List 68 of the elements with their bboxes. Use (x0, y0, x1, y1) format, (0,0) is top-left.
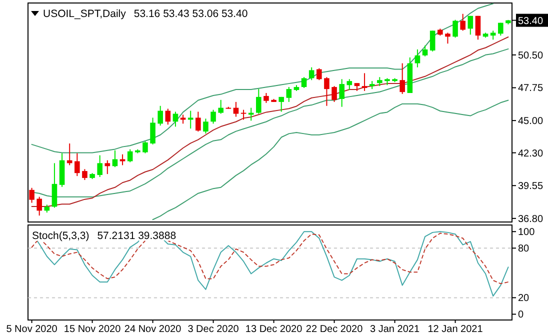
candlestick (460, 13, 466, 32)
candlestick (301, 76, 307, 88)
candlestick (218, 99, 224, 114)
candlestick (452, 19, 458, 38)
candlestick (112, 150, 118, 168)
y-tick-label: 80 (518, 244, 530, 255)
candlestick (104, 160, 110, 175)
candlestick (36, 196, 42, 216)
y-tick-label: 20 (518, 293, 530, 304)
candlestick (430, 30, 436, 52)
y-tick-label: 100 (518, 227, 536, 238)
candlestick (324, 76, 330, 106)
candlestick (233, 101, 239, 118)
text: USOIL_SPT,Daily (43, 8, 126, 20)
line-series (152, 100, 509, 220)
candlestick (210, 109, 216, 124)
candlestick (498, 22, 504, 36)
y-tick-label: 50.50 (518, 50, 544, 62)
y-tick-label: 36.80 (518, 214, 544, 225)
y-tick-label: 39.55 (518, 181, 544, 192)
candlestick (82, 168, 88, 180)
x-tick-label: 5 Nov 2020 (6, 324, 58, 335)
candlestick (150, 117, 156, 145)
x-tick-label: 3 Dec 2020 (188, 324, 240, 335)
candlestick (142, 140, 148, 154)
candlestick (158, 105, 163, 126)
candlestick (278, 96, 284, 112)
candlestick (165, 108, 171, 126)
y-tick-label: 45.00 (518, 116, 544, 128)
candlestick (74, 152, 80, 177)
candlestick (414, 48, 420, 68)
candlestick (332, 86, 337, 102)
y-tick-label: 0 (518, 310, 524, 321)
candlestick (362, 72, 368, 92)
y-tick-label: 53.40 (518, 16, 544, 27)
candlestick (308, 66, 314, 81)
candlestick (475, 15, 481, 40)
candlestick (196, 111, 201, 132)
x-tick-label: 24 Nov 2020 (124, 324, 182, 335)
line-series (31, 3, 494, 154)
candlestick (256, 88, 262, 114)
x-tick-label: 3 Jan 2021 (370, 324, 420, 335)
candlestick (97, 154, 102, 178)
candlestick (445, 32, 450, 44)
candlestick (339, 78, 344, 108)
candlestick (264, 92, 269, 104)
candlestick (29, 187, 34, 204)
candlestick (346, 78, 352, 91)
candlestick (188, 110, 194, 130)
text: 53.16 53.43 53.06 53.40 (134, 8, 248, 20)
x-tick-label: 13 Dec 2020 (245, 324, 303, 335)
candlestick (422, 44, 428, 57)
candlestick (286, 86, 292, 102)
x-tick-label: 15 Nov 2020 (64, 324, 122, 335)
candlestick (120, 154, 126, 166)
candlestick (127, 148, 133, 163)
y-tick-label: 47.75 (518, 83, 544, 94)
candlestick (316, 68, 322, 81)
candlestick (203, 118, 208, 134)
candlestick (52, 162, 58, 208)
candlestick (468, 15, 474, 36)
x-tick-label: 22 Dec 2020 (306, 324, 364, 335)
line-series (31, 232, 509, 284)
candlestick (240, 109, 246, 120)
candlestick (172, 111, 178, 128)
candlestick (400, 62, 405, 94)
y-tick-label: 42.30 (518, 148, 544, 160)
x-tick-label: 12 Jan 2021 (428, 324, 484, 335)
